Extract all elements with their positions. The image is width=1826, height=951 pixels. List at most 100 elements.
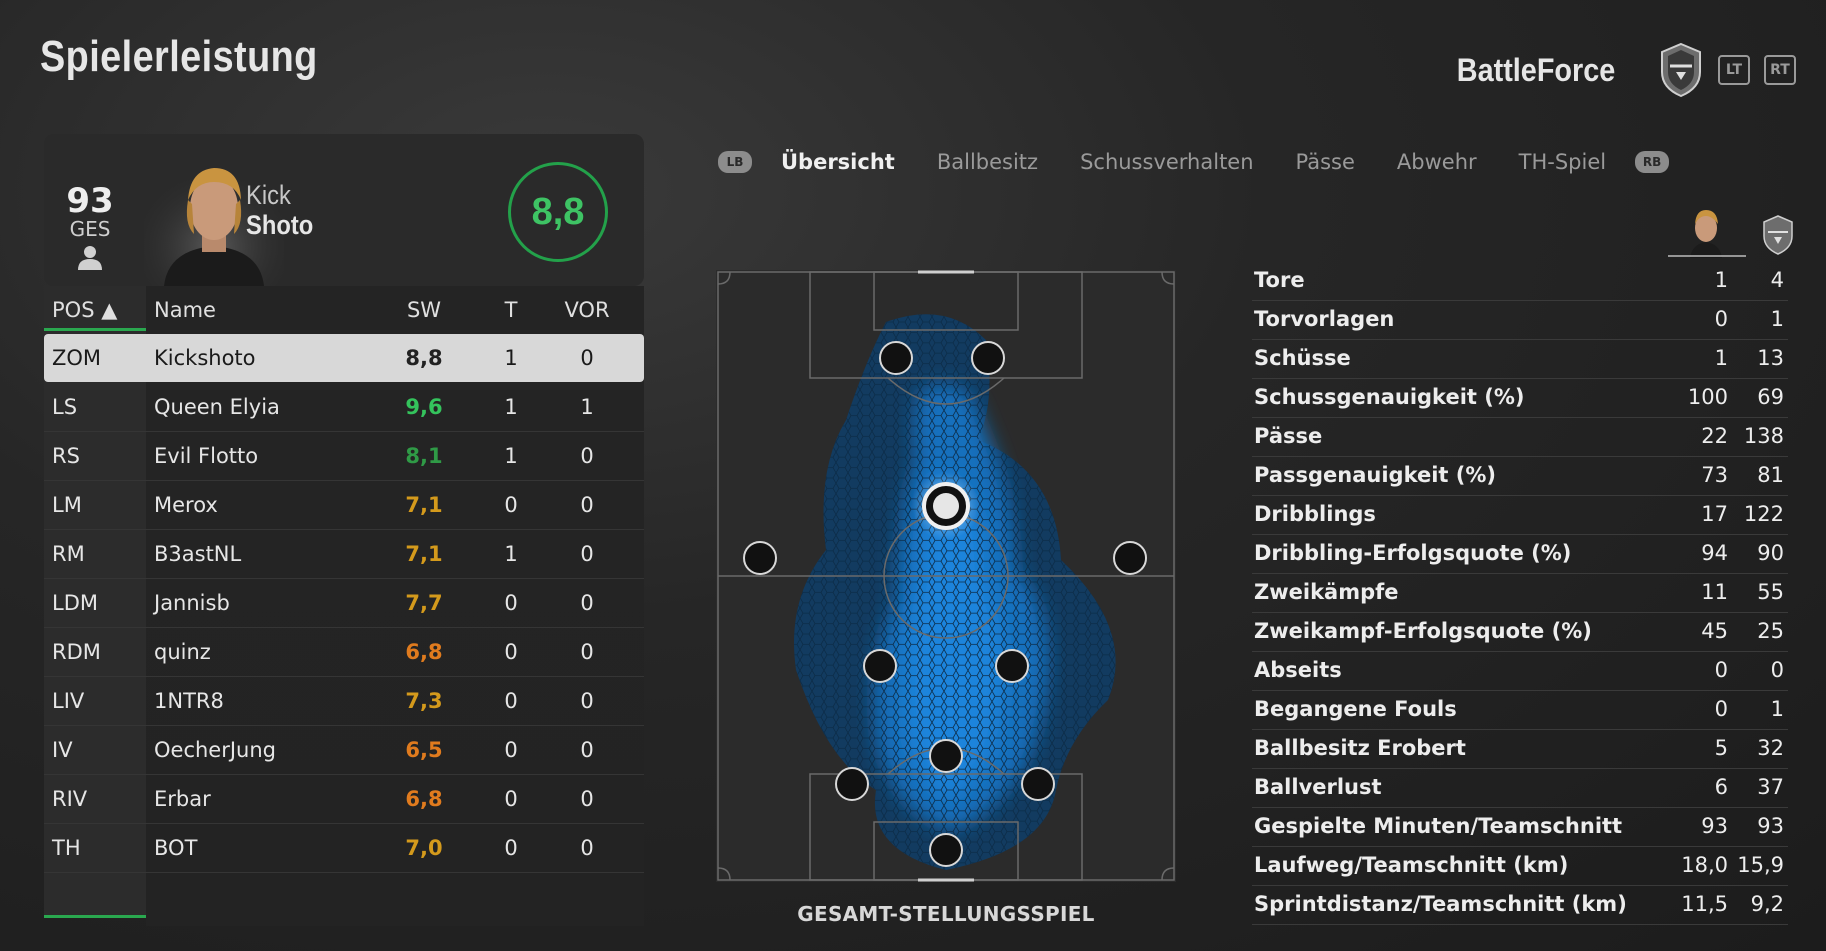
stat-label: Begangene Fouls [1254,697,1457,721]
row-rating: 7,1 [405,542,443,566]
row-goals: 1 [504,395,518,419]
stat-label: Schussgenauigkeit (%) [1254,385,1525,409]
lt-button[interactable]: LT [1718,55,1750,85]
stat-label: Zweikämpfe [1254,580,1399,604]
stat-player-value: 45 [1701,619,1728,643]
heatmap-zone [794,314,1116,870]
stat-team-value: 93 [1757,814,1784,838]
table-row[interactable]: ZOM Kickshoto 8,8 1 0 [44,334,644,382]
stat-team-value: 25 [1757,619,1784,643]
stat-player-value: 0 [1714,307,1728,331]
club-crest-icon [1661,42,1701,98]
stat-row: Ballbesitz Erobert 5 32 [1252,730,1788,769]
table-row[interactable]: RS Evil Flotto 8,1 1 0 [44,432,644,481]
row-name: Erbar [154,787,211,811]
player-list-panel: 93 GES Kick Shoto [44,134,644,926]
stat-label: Zweikampf-Erfolgsquote (%) [1254,619,1592,643]
stat-team-value: 4 [1770,268,1784,292]
stat-row: Schussgenauigkeit (%) 100 69 [1252,379,1788,418]
row-pos: LS [52,395,78,419]
stat-row: Begangene Fouls 0 1 [1252,691,1788,730]
table-row[interactable]: RDM quinz 6,8 0 0 [44,628,644,677]
table-row[interactable]: IV OecherJung 6,5 0 0 [44,726,644,775]
stat-row: Gespielte Minuten/Teamschnitt 93 93 [1252,808,1788,847]
stat-player-value: 5 [1714,736,1728,760]
row-assists: 0 [580,591,594,615]
header-t[interactable]: T [504,298,518,322]
person-icon [78,246,102,270]
stat-team-value: 9,2 [1750,892,1784,916]
header-vor[interactable]: VOR [564,298,610,322]
row-rating: 7,1 [405,493,443,517]
row-pos: RS [52,444,80,468]
table-row[interactable]: RIV Erbar 6,8 0 0 [44,775,644,824]
row-pos: RDM [52,640,101,664]
row-pos: LDM [52,591,98,615]
player-table: POS ▲ Name SW T VOR ZOM Kickshoto 8,8 1 0 LS Q… [44,286,644,926]
row-assists: 0 [580,787,594,811]
row-pos: RM [52,542,85,566]
stat-team-value: 122 [1743,502,1784,526]
tab-5[interactable]: TH-Spiel [1518,150,1607,174]
table-row[interactable]: LS Queen Elyia 9,6 1 1 [44,383,644,432]
stat-row: Torvorlagen 0 1 [1252,301,1788,340]
table-row[interactable]: RM B3astNL 7,1 1 0 [44,530,644,579]
stat-team-value: 37 [1757,775,1784,799]
player-card: 93 GES Kick Shoto [44,134,644,286]
stat-team-value: 69 [1757,385,1784,409]
stat-label: Abseits [1254,658,1342,682]
rb-button[interactable]: RB [1635,151,1670,173]
row-assists: 0 [580,444,594,468]
rt-button[interactable]: RT [1764,55,1796,85]
tab-3[interactable]: Pässe [1295,150,1355,174]
stat-player-value: 94 [1701,541,1728,565]
overall-value: 93 [66,181,114,221]
club-name: BattleForce [1456,51,1616,88]
stat-team-value: 81 [1757,463,1784,487]
stat-player-value: 18,0 [1681,853,1728,877]
table-row[interactable]: TH BOT 7,0 0 0 [44,824,644,873]
stat-team-value: 1 [1770,307,1784,331]
stat-team-value: 15,9 [1737,853,1784,877]
tab-2[interactable]: Schussverhalten [1080,150,1254,174]
stat-label: Passgenauigkeit (%) [1254,463,1497,487]
tab-4[interactable]: Abwehr [1396,150,1477,174]
stat-player-value: 6 [1714,775,1728,799]
row-pos: IV [52,738,73,762]
table-row[interactable]: LDM Jannisb 7,7 0 0 [44,579,644,628]
row-assists: 0 [580,836,594,860]
header-sw[interactable]: SW [406,298,442,322]
stat-team-value: 55 [1757,580,1784,604]
stat-label: Ballbesitz Erobert [1254,736,1466,760]
stat-row: Laufweg/Teamschnitt (km) 18,0 15,9 [1252,847,1788,886]
stat-player-value: 22 [1701,424,1728,448]
page-title: Spielerleistung [40,32,318,81]
row-name: Merox [154,493,218,517]
player-name: Kick Shoto [246,180,313,240]
lb-button[interactable]: LB [718,151,752,173]
table-row[interactable]: LM Merox 7,1 0 0 [44,481,644,530]
header-pos[interactable]: POS ▲ [52,298,118,322]
stats-tabs: LB Übersicht Ballbesitz Schussverhalten Päs… [718,144,1670,180]
row-pos: RIV [52,787,88,811]
stat-player-value: 11 [1701,580,1728,604]
tab-0[interactable]: Übersicht [781,150,895,174]
pos-column-footer-bar [44,915,146,918]
stat-player-value: 73 [1701,463,1728,487]
row-pos: ZOM [52,346,102,370]
row-goals: 0 [504,689,518,713]
row-name: Kickshoto [154,346,256,370]
tab-1[interactable]: Ballbesitz [936,150,1039,174]
stat-player-value: 100 [1687,385,1728,409]
stat-row: Sprintdistanz/Teamschnitt (km) 11,5 9,2 [1252,886,1788,925]
table-row[interactable]: LIV 1NTR8 7,3 0 0 [44,677,644,726]
row-rating: 6,8 [405,640,443,664]
row-rating: 6,5 [405,738,443,762]
stat-row: Zweikämpfe 11 55 [1252,574,1788,613]
overall-label: GES [69,217,111,241]
comparison-column-icons [1668,210,1793,258]
header-name[interactable]: Name [154,298,216,322]
player-last-name: Shoto [246,210,314,240]
positioning-heatmap [716,270,1176,882]
player-first-name: Kick [246,180,291,210]
